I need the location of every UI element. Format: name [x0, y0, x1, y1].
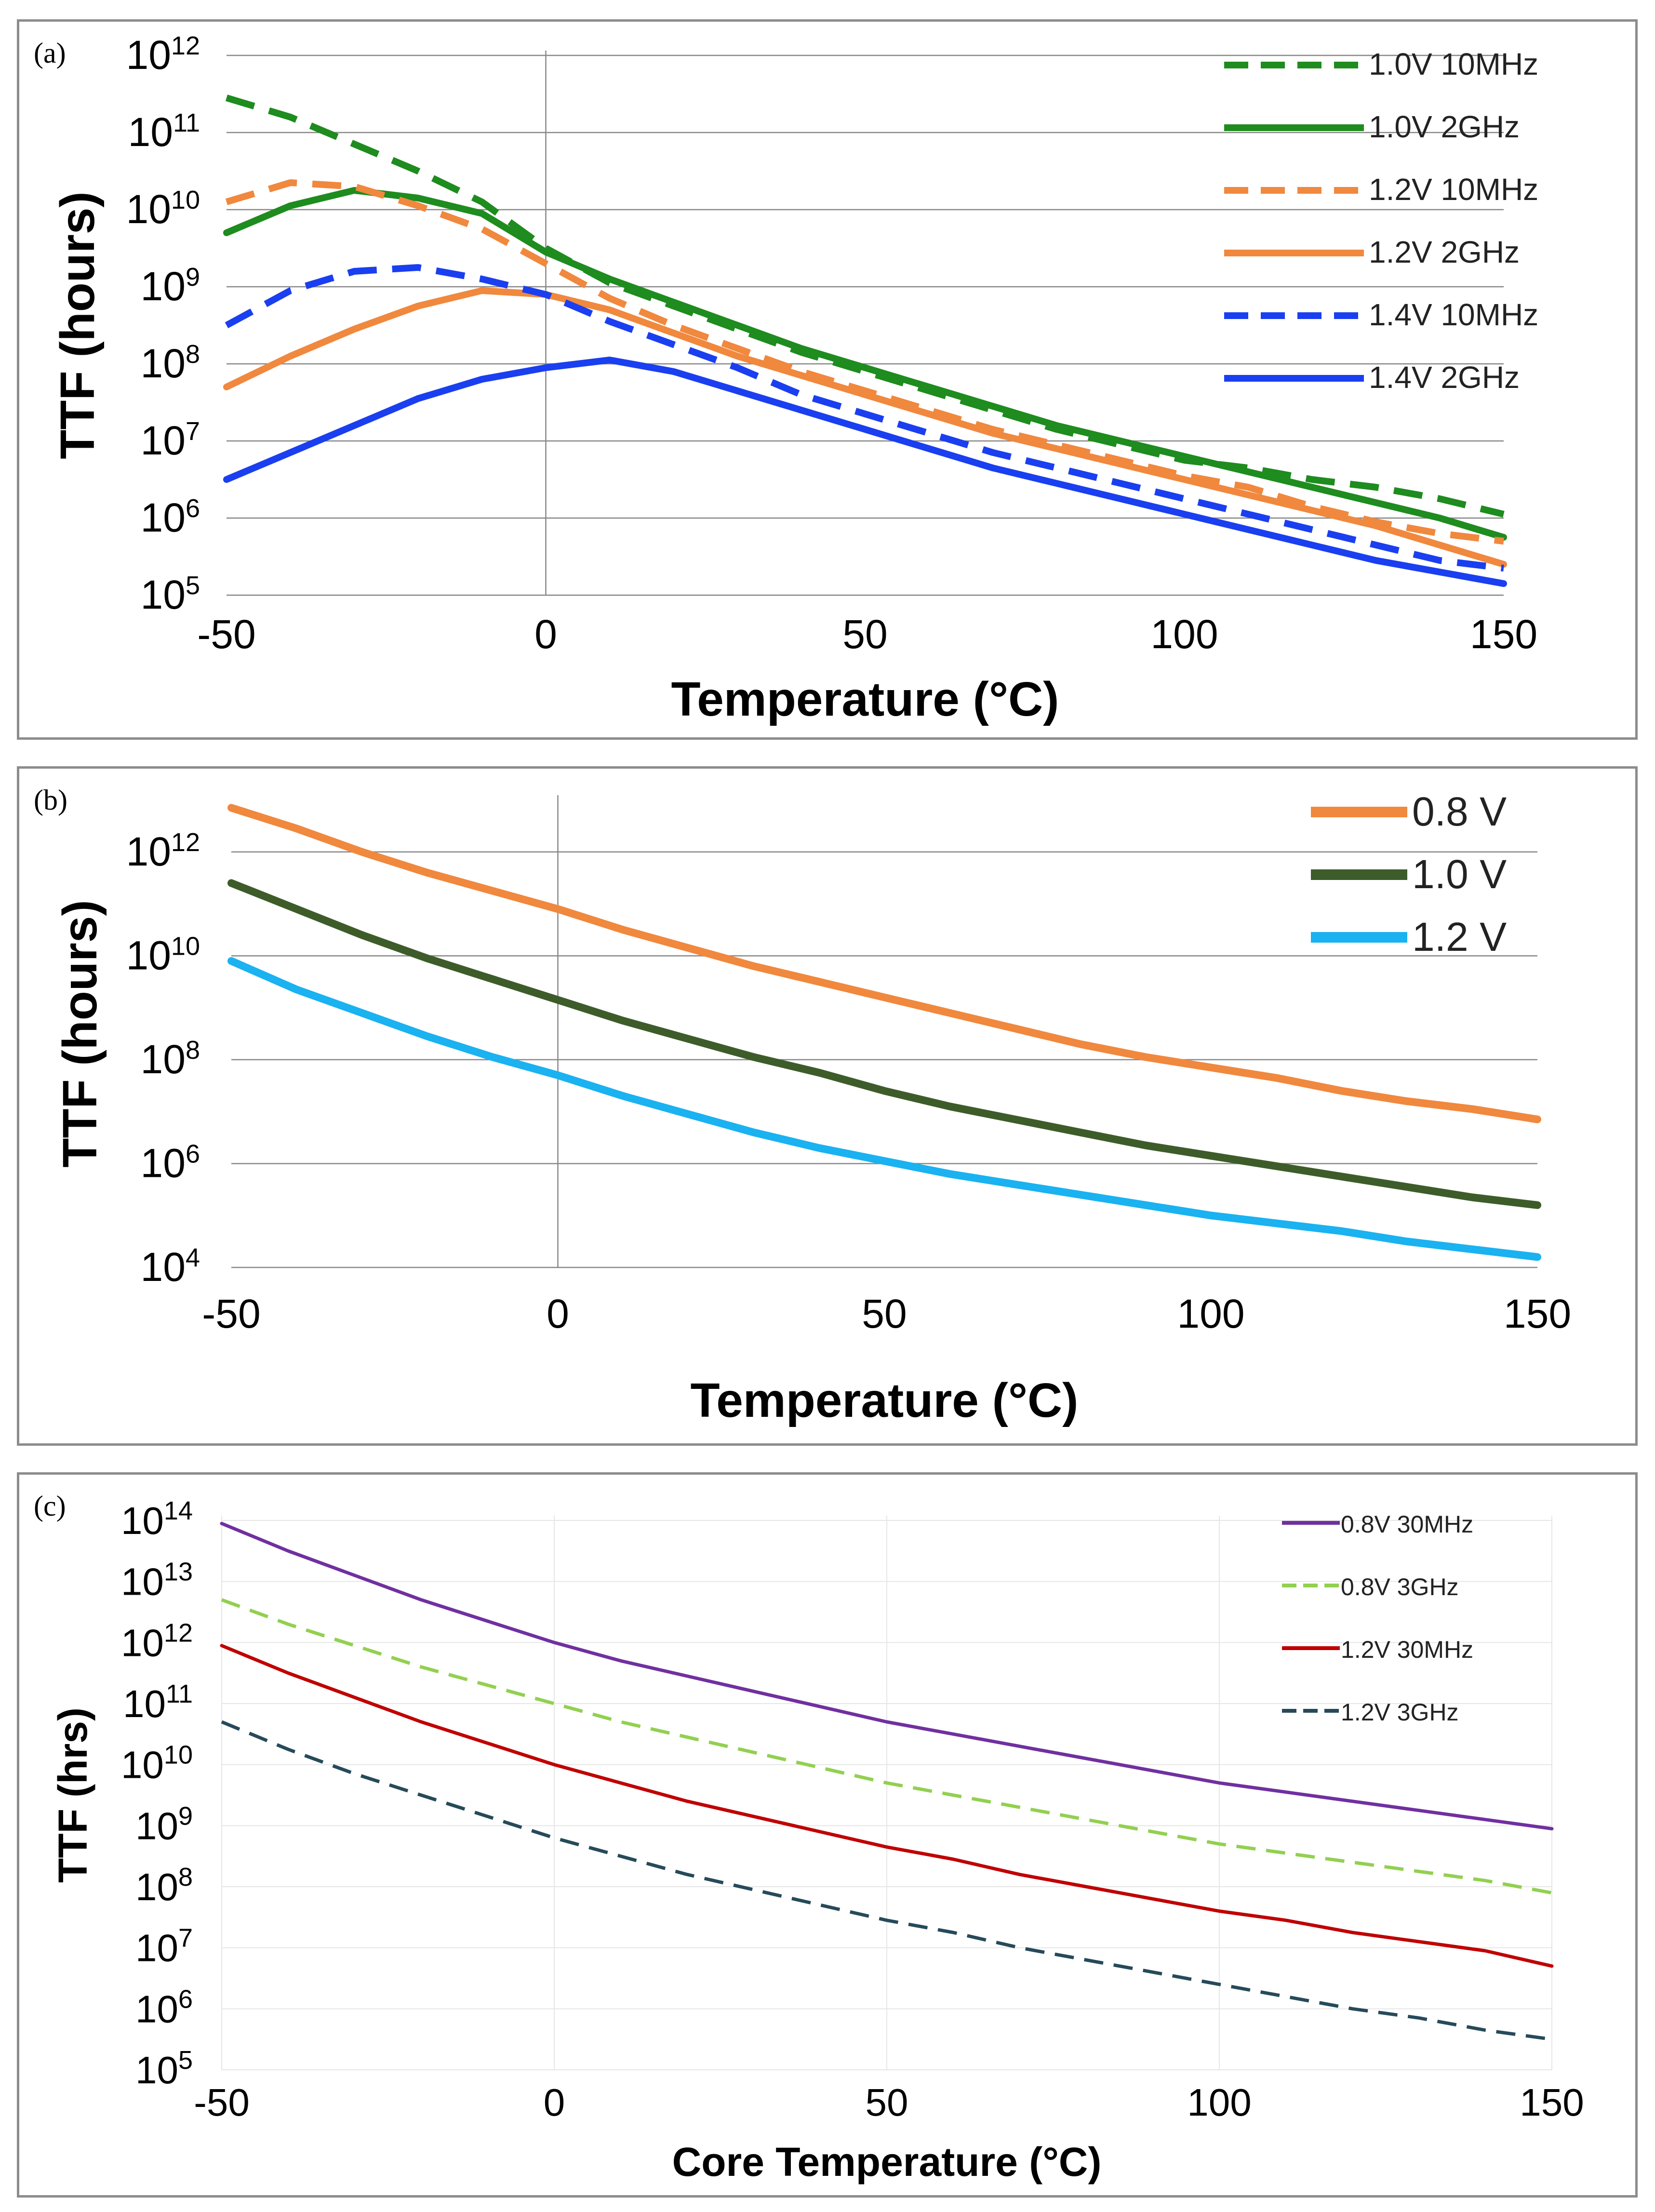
series-line-b-1 — [227, 879, 1541, 1209]
chart-a-svg: (a) -50 0 50 100 150 105 106 107 108 109 1010 1011 10… — [34, 31, 1538, 726]
x-tick-label-c-1: 0 — [544, 2081, 565, 2124]
y-axis-title-b: TTF (hours) — [53, 900, 107, 1167]
legend-label-b-0: 0.8 V — [1412, 789, 1507, 834]
x-tick-label-a-3: 100 — [1150, 612, 1218, 657]
legend-label-c-0: 0.8V 30MHz — [1341, 1511, 1473, 1538]
series-line-c-3 — [221, 1720, 1552, 2041]
y-tick-label-c-1: 106 — [135, 1985, 193, 2030]
x-tick-label-a-2: 50 — [842, 612, 887, 657]
y-tick-label-c-2: 107 — [135, 1924, 193, 1970]
series-line-c-1 — [221, 1598, 1552, 1895]
y-tick-label-c-0: 105 — [135, 2046, 193, 2092]
legend-label-a-5: 1.4V 2GHz — [1369, 360, 1520, 395]
legend-label-a-4: 1.4V 10MHz — [1369, 297, 1538, 332]
panel-label-a: (a) — [34, 37, 66, 69]
x-axis-title-a: Temperature (°C) — [671, 672, 1059, 726]
x-tick-label-b-3: 100 — [1177, 1291, 1244, 1336]
y-tick-label-b-3: 1010 — [126, 932, 200, 978]
chart-panel-b: (b) -50 0 50 100 150 104 106 108 1010 1012 Temperat… — [17, 766, 1638, 1446]
legend-label-c-3: 1.2V 3GHz — [1341, 1699, 1459, 1726]
x-tick-label-c-3: 100 — [1187, 2081, 1251, 2124]
x-tick-label-a-4: 150 — [1470, 612, 1537, 657]
x-tick-label-b-1: 0 — [547, 1291, 569, 1336]
x-axis-title-c: Core Temperature (°C) — [672, 2139, 1102, 2185]
panel-label-b: (b) — [34, 784, 67, 816]
series-line-a-5 — [223, 357, 1507, 587]
y-tick-label-b-2: 108 — [141, 1036, 200, 1082]
x-tick-label-b-4: 150 — [1504, 1291, 1571, 1336]
y-tick-label-a-6: 1011 — [128, 108, 200, 155]
legend-label-c-1: 0.8V 3GHz — [1341, 1573, 1459, 1600]
legend-label-a-2: 1.2V 10MHz — [1369, 172, 1538, 207]
legend-label-b-2: 1.2 V — [1412, 914, 1507, 959]
chart-panel-a: (a) -50 0 50 100 150 105 106 107 108 109 1010 1011 10… — [17, 19, 1638, 740]
series-line-c-0 — [220, 1521, 1554, 1831]
x-tick-label-b-2: 50 — [862, 1291, 907, 1336]
x-axis-title-b: Temperature (°C) — [691, 1373, 1079, 1427]
y-tick-label-b-0: 104 — [141, 1243, 200, 1290]
y-tick-label-a-0: 105 — [141, 571, 200, 617]
y-tick-label-c-8: 1013 — [121, 1558, 193, 1603]
y-tick-label-c-3: 108 — [135, 1863, 193, 1908]
x-tick-label-a-0: -50 — [197, 612, 255, 657]
chart-b-svg: (b) -50 0 50 100 150 104 106 108 1010 1012 Temperat… — [34, 784, 1571, 1427]
y-tick-label-a-2: 107 — [141, 417, 200, 463]
panel-label-c: (c) — [34, 1490, 66, 1522]
legend-label-a-3: 1.2V 2GHz — [1369, 235, 1520, 269]
y-tick-label-a-3: 108 — [141, 340, 200, 386]
x-tick-label-c-0: -50 — [194, 2081, 250, 2124]
legend-label-a-1: 1.0V 2GHz — [1369, 109, 1520, 144]
y-tick-label-c-4: 109 — [135, 1801, 193, 1847]
legend-label-a-0: 1.0V 10MHz — [1369, 47, 1538, 81]
y-tick-label-c-6: 1011 — [123, 1679, 193, 1725]
y-tick-label-b-1: 106 — [141, 1139, 200, 1186]
x-tick-label-c-2: 50 — [866, 2081, 908, 2124]
y-tick-label-c-9: 1014 — [121, 1496, 193, 1542]
series-line-a-4 — [225, 264, 1504, 572]
y-tick-label-a-1: 106 — [141, 494, 200, 540]
y-tick-label-b-4: 1012 — [126, 828, 200, 874]
series-line-c-2 — [220, 1644, 1554, 1968]
series-line-b-0 — [227, 804, 1541, 1123]
x-tick-label-b-0: -50 — [202, 1291, 260, 1336]
legend-label-b-1: 1.0 V — [1412, 852, 1507, 897]
legend-label-c-2: 1.2V 30MHz — [1341, 1636, 1473, 1663]
series-line-a-0 — [225, 94, 1505, 518]
y-tick-label-a-4: 109 — [141, 263, 200, 309]
x-tick-label-a-1: 0 — [534, 612, 557, 657]
series-line-a-3 — [223, 287, 1507, 568]
x-tick-label-c-4: 150 — [1520, 2081, 1584, 2124]
y-tick-label-a-7: 1012 — [126, 31, 200, 78]
chart-c-svg: (c) -50 0 50 100 150 105 106 107 108 109 1010 1011 10… — [34, 1490, 1584, 2185]
chart-panel-c: (c) -50 0 50 100 150 105 106 107 108 109 1010 1011 10… — [17, 1472, 1638, 2198]
series-line-b-2 — [227, 957, 1541, 1261]
y-axis-title-c: TTF (hrs) — [50, 1707, 95, 1883]
series-line-a-1 — [223, 187, 1507, 541]
series-line-a-2 — [225, 179, 1504, 545]
y-axis-title-a: TTF (hours) — [51, 191, 105, 459]
y-tick-label-c-7: 1012 — [121, 1618, 193, 1664]
y-tick-label-c-5: 1010 — [121, 1741, 193, 1786]
y-tick-label-a-5: 1010 — [126, 186, 200, 232]
